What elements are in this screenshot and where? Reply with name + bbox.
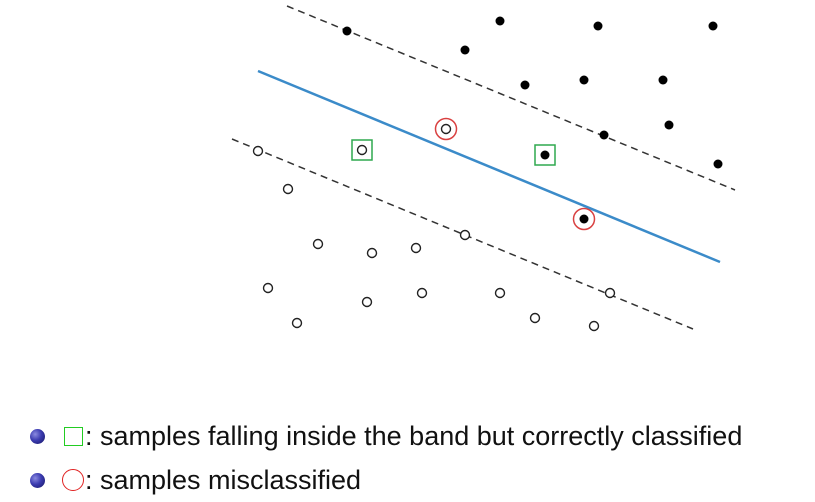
filled-point (342, 26, 352, 36)
bullet-icon (30, 428, 45, 444)
legend-item-misclassified: : samples misclassified (30, 462, 810, 498)
filled-point (540, 150, 550, 160)
bullet-icon (30, 472, 45, 488)
inside-band-square-marker (534, 144, 556, 166)
hollow-point (366, 247, 378, 259)
filled-point (599, 130, 609, 140)
legend-text-misclassified: : samples misclassified (85, 464, 362, 495)
filled-point (495, 16, 505, 26)
hollow-point (291, 317, 303, 329)
upper-margin-line (286, 5, 736, 191)
filled-point (708, 21, 718, 31)
filled-point (593, 21, 603, 31)
hollow-point (588, 320, 600, 332)
hollow-point (361, 296, 373, 308)
legend-item-inside-band: : samples falling inside the band but co… (30, 418, 810, 454)
svm-margin-diagram (231, 5, 736, 332)
red-circle-icon (61, 466, 85, 494)
hollow-point (356, 144, 368, 156)
misclassified-circle-marker (572, 207, 596, 231)
inside-band-square-marker (351, 139, 373, 161)
sample-points (252, 16, 723, 332)
filled-point (579, 75, 589, 85)
hollow-point (604, 287, 616, 299)
filled-point (460, 45, 470, 55)
hollow-point (529, 312, 541, 324)
filled-point (664, 120, 674, 130)
filled-point (520, 80, 530, 90)
hollow-point (282, 183, 294, 195)
green-square-icon (61, 422, 85, 450)
filled-point (713, 159, 723, 169)
hollow-point (262, 282, 274, 294)
hollow-point (312, 238, 324, 250)
misclassified-circle-marker (434, 117, 458, 141)
hollow-point (494, 287, 506, 299)
filled-point (579, 214, 589, 224)
hollow-point (416, 287, 428, 299)
filled-point (658, 75, 668, 85)
separating-hyperplane (257, 69, 721, 264)
hollow-point (459, 229, 471, 241)
hollow-point (252, 145, 264, 157)
hollow-point (440, 123, 452, 135)
hollow-point (410, 242, 422, 254)
legend-text-inside-band: : samples falling inside the band but co… (85, 420, 743, 451)
